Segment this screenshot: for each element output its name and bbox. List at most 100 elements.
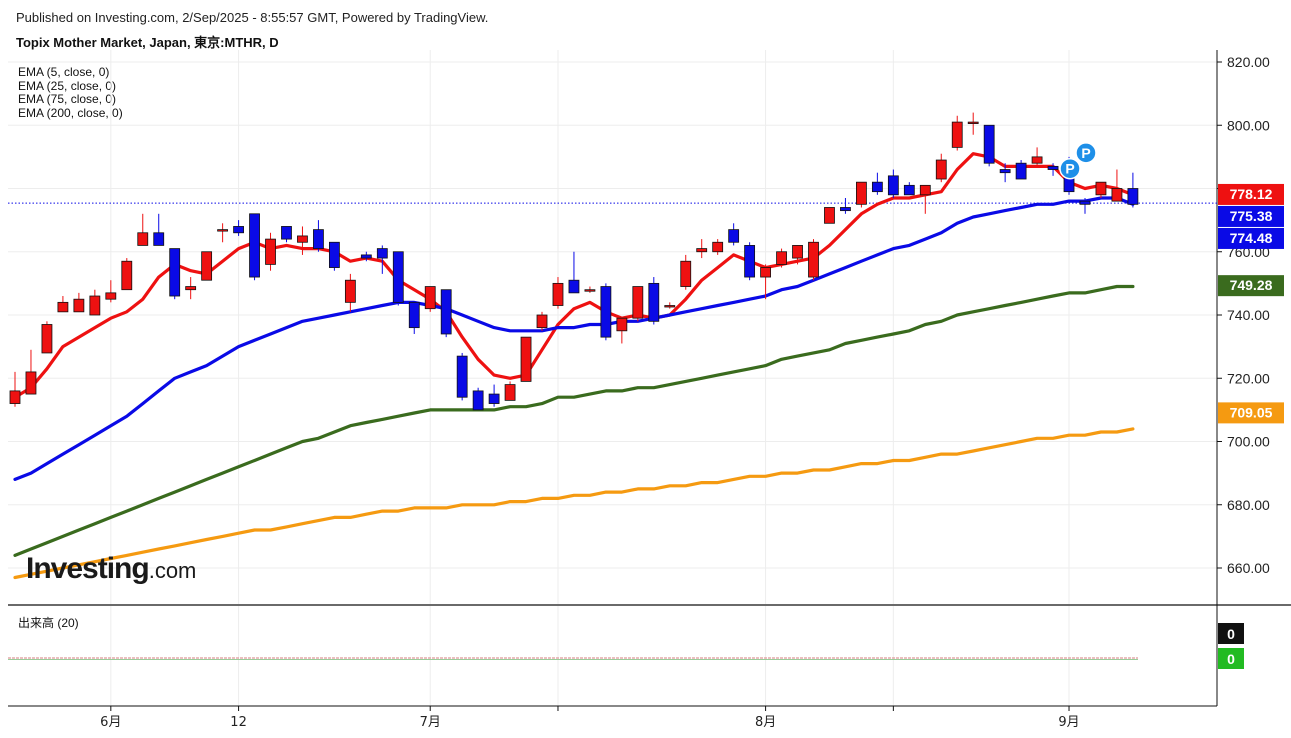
ema-line-2[interactable] (13, 284, 1135, 558)
candle-body[interactable] (648, 282, 660, 322)
price-tag-label: 749.28 (1230, 277, 1273, 293)
candle-body[interactable] (1079, 200, 1091, 205)
x-tick-label: 6月 (100, 715, 121, 730)
candle-body[interactable] (999, 169, 1011, 174)
y-tick-label: 680.00 (1227, 497, 1270, 513)
candle-body[interactable] (137, 232, 149, 246)
y-tick-label: 820.00 (1227, 54, 1270, 70)
y-tick-label: 700.00 (1227, 434, 1270, 450)
candle-body[interactable] (520, 336, 532, 382)
candle-body[interactable] (169, 248, 181, 297)
candle-body[interactable] (536, 314, 548, 329)
candle-body[interactable] (1031, 156, 1043, 164)
candle-body[interactable] (680, 260, 692, 287)
price-tag (1218, 183, 1284, 205)
candle-body[interactable] (632, 286, 644, 319)
candle-body[interactable] (951, 121, 963, 148)
legend-ema75[interactable]: EMA (75, close, 0) (18, 92, 117, 106)
candle-body[interactable] (552, 282, 564, 306)
candle-body[interactable] (488, 393, 500, 404)
price-tag (1218, 402, 1284, 424)
candle-body[interactable] (824, 207, 835, 224)
candle-body[interactable] (201, 251, 213, 281)
price-tag (1218, 275, 1284, 297)
candle-body[interactable] (9, 390, 21, 404)
candle-body[interactable] (249, 213, 260, 278)
candle-body[interactable] (57, 301, 69, 313)
candle-body[interactable] (344, 279, 356, 303)
marker-label: P (1081, 145, 1090, 161)
candle-body[interactable] (600, 286, 612, 338)
candle-body[interactable] (73, 298, 85, 313)
candle-body[interactable] (871, 181, 883, 193)
volume-tag (1218, 623, 1244, 644)
candle-body[interactable] (504, 384, 516, 401)
candle-body[interactable] (105, 292, 117, 300)
candle-body[interactable] (41, 324, 53, 354)
marker-badge[interactable] (1059, 157, 1081, 180)
candle-body[interactable] (1111, 188, 1123, 202)
candle-body[interactable] (935, 159, 947, 180)
candle-body[interactable] (568, 279, 580, 294)
candle-body[interactable] (728, 229, 740, 243)
ema-line-1[interactable] (13, 196, 1135, 481)
x-tick-label: 9月 (1058, 715, 1079, 730)
candle-body[interactable] (808, 241, 819, 278)
candle-body[interactable] (616, 317, 628, 332)
candle-body[interactable] (887, 175, 899, 196)
x-tick-label: 7月 (420, 715, 441, 730)
candle-body[interactable] (185, 286, 197, 291)
candle-body[interactable] (472, 390, 484, 411)
logo-main: Investing (26, 552, 150, 585)
legend-ema200[interactable]: EMA (200, close, 0) (18, 105, 123, 120)
candle-body[interactable] (792, 245, 803, 259)
candle-body[interactable] (856, 181, 867, 205)
candle-body[interactable] (313, 229, 324, 249)
candle-body[interactable] (1095, 181, 1107, 196)
legend-ema5[interactable]: EMA (5, close, 0) (18, 65, 110, 79)
marker-badge[interactable] (1075, 142, 1097, 164)
candle-body[interactable] (297, 235, 308, 243)
candle-body[interactable] (392, 251, 404, 303)
candle-body[interactable] (265, 238, 276, 265)
candle-body[interactable] (328, 241, 340, 268)
investing-logo: Investing.com (26, 552, 196, 586)
candle-body[interactable] (664, 305, 676, 308)
logo-suffix: .com (148, 558, 197, 583)
candle-body[interactable] (376, 248, 388, 259)
candle-body[interactable] (712, 241, 724, 253)
candle-body[interactable] (983, 124, 995, 164)
candle-body[interactable] (1127, 188, 1139, 205)
candle-body[interactable] (1015, 162, 1027, 180)
chart-title: Topix Mother Market, Japan, 東京:MTHR, D (16, 35, 279, 50)
candle-body[interactable] (360, 254, 372, 259)
candle-body[interactable] (760, 267, 771, 278)
candle-body[interactable] (584, 289, 596, 292)
candle-body[interactable] (217, 229, 229, 232)
candle-body[interactable] (1047, 165, 1059, 170)
candle-body[interactable] (233, 226, 244, 234)
candle-body[interactable] (440, 289, 452, 335)
candle-body[interactable] (744, 245, 756, 278)
indicator-legend: EMA (5, close, 0) EMA (25, close, 0) EMA… (18, 65, 123, 120)
volume-tag (1218, 648, 1244, 669)
candle-body[interactable] (456, 355, 468, 398)
candle-body[interactable] (903, 184, 915, 196)
candle-body[interactable] (696, 248, 708, 253)
candle-body[interactable] (840, 207, 851, 212)
candle-body[interactable] (967, 121, 979, 124)
price-tag-label: 709.05 (1230, 404, 1273, 420)
candle-body[interactable] (121, 260, 133, 291)
candle-body[interactable] (424, 286, 436, 310)
candle-body[interactable] (776, 251, 787, 265)
legend-ema25[interactable]: EMA (25, close, 0) (18, 78, 117, 93)
ema-line-3[interactable] (13, 427, 1135, 580)
candle-body[interactable] (281, 226, 292, 240)
volume-label: 出来高 (20) (18, 616, 79, 630)
candle-body[interactable] (89, 295, 101, 316)
candle-body[interactable] (408, 301, 420, 329)
candle-body[interactable] (153, 232, 165, 246)
candle-body[interactable] (919, 184, 931, 196)
candle-body[interactable] (25, 371, 37, 395)
